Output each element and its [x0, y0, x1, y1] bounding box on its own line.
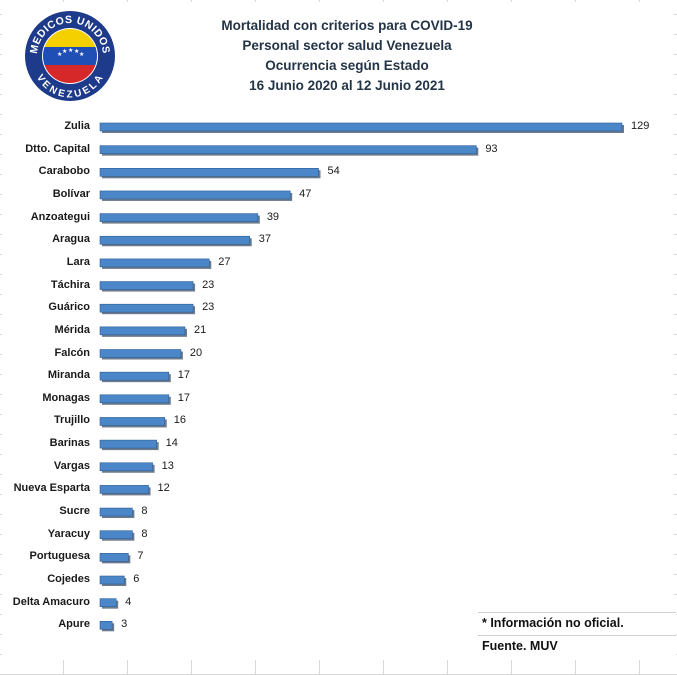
value-label: 23: [202, 301, 215, 314]
category-label: Mérida: [54, 323, 90, 336]
value-label: 8: [141, 527, 148, 540]
value-label: 7: [137, 550, 144, 563]
category-label: Miranda: [47, 369, 90, 382]
bar[interactable]: [99, 620, 113, 630]
category-label: Falcón: [54, 346, 90, 359]
bar[interactable]: [99, 145, 477, 154]
svg-text:★: ★: [79, 51, 84, 58]
bar[interactable]: [99, 575, 125, 585]
value-label: 47: [299, 187, 312, 200]
svg-text:★: ★: [68, 47, 73, 54]
category-label: Guárico: [48, 301, 90, 314]
bar[interactable]: [99, 258, 210, 268]
category-label: Anzoategui: [30, 210, 90, 223]
category-label: Cojedes: [47, 573, 90, 585]
value-label: 20: [189, 346, 203, 359]
category-label: Bolívar: [52, 187, 90, 200]
value-label: 39: [266, 210, 280, 223]
bar[interactable]: [99, 394, 170, 404]
category-label: Sucre: [59, 505, 90, 518]
title-line-3: Ocurrencia según Estado: [265, 58, 429, 73]
value-label: 21: [193, 323, 207, 336]
value-label: 4: [125, 595, 132, 608]
bar[interactable]: [99, 371, 170, 381]
svg-text:★: ★: [74, 48, 79, 55]
bar-plot: [99, 122, 624, 632]
notes-box: * Información no oficial. Fuente. MUV: [478, 612, 676, 659]
value-label: 23: [202, 278, 215, 291]
value-label: 6: [133, 573, 140, 585]
category-label: Táchira: [50, 278, 90, 291]
category-label: Barinas: [49, 437, 90, 450]
bar[interactable]: [99, 507, 133, 517]
value-label: 17: [177, 369, 191, 382]
chart-area[interactable]: ★ ★ ★ ★ ★ MEDICOS UNIDOS VENEZUELA Morta…: [2, 2, 676, 660]
chart-title: Mortalidad con criterios para COVID-19 P…: [142, 16, 552, 96]
title-line-1: Mortalidad con criterios para COVID-19: [221, 18, 473, 33]
category-label: Vargas: [53, 459, 90, 472]
category-label: Aragua: [52, 233, 90, 246]
category-label: Yaracuy: [47, 527, 90, 540]
value-label: 8: [141, 505, 148, 518]
category-label: Lara: [66, 255, 90, 268]
bar[interactable]: [99, 598, 117, 607]
source-note: Fuente. MUV: [482, 639, 558, 653]
bar[interactable]: [99, 349, 182, 358]
category-label: Zulia: [64, 120, 90, 132]
bar[interactable]: [99, 485, 149, 494]
bar[interactable]: [99, 235, 251, 245]
bar[interactable]: [99, 417, 166, 426]
title-line-2: Personal sector salud Venezuela: [242, 38, 452, 53]
value-label: 12: [157, 482, 170, 495]
value-label: 14: [165, 437, 178, 450]
bar[interactable]: [99, 553, 129, 562]
bar[interactable]: [99, 530, 133, 540]
value-label: 93: [485, 142, 498, 155]
category-label: Monagas: [42, 391, 90, 404]
value-label: 3: [121, 618, 128, 631]
bar[interactable]: [99, 439, 157, 449]
note-divider: [478, 635, 676, 636]
bar[interactable]: [99, 168, 319, 177]
category-label: Carabobo: [38, 165, 90, 178]
svg-text:★: ★: [62, 48, 67, 55]
category-label: Dtto. Capital: [25, 142, 90, 155]
category-label: Delta Amacuro: [12, 595, 90, 608]
bar[interactable]: [99, 213, 259, 222]
value-label: 37: [258, 233, 271, 246]
bar[interactable]: [99, 303, 194, 313]
value-label: 17: [177, 391, 191, 404]
value-label: 54: [327, 165, 340, 178]
title-line-4: 16 Junio 2020 al 12 Junio 2021: [249, 78, 445, 93]
category-label: Portuguesa: [29, 550, 90, 563]
bar[interactable]: [99, 281, 194, 290]
bar[interactable]: [99, 190, 291, 200]
bar[interactable]: [99, 326, 186, 336]
value-label: 16: [173, 414, 186, 427]
info-note: * Información no oficial.: [482, 616, 624, 630]
medicos-unidos-logo: ★ ★ ★ ★ ★ MEDICOS UNIDOS VENEZUELA: [25, 11, 115, 101]
category-label: Nueva Esparta: [13, 482, 90, 495]
value-label: 27: [218, 255, 231, 268]
value-label: 13: [161, 459, 174, 472]
bar[interactable]: [99, 122, 623, 132]
svg-text:★: ★: [57, 51, 62, 58]
category-label: Trujillo: [53, 414, 90, 427]
category-label: Apure: [58, 618, 90, 631]
bar[interactable]: [99, 462, 153, 472]
value-label: 129: [631, 120, 650, 132]
